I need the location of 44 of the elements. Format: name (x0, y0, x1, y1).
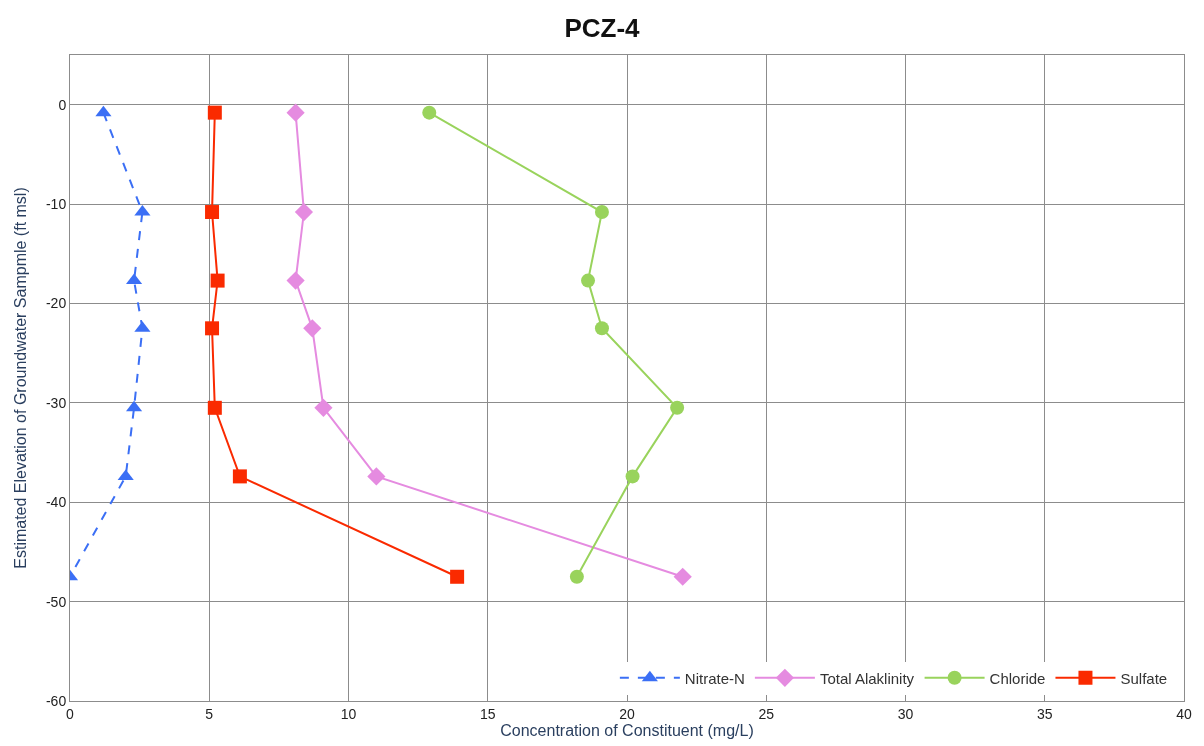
x-tick-label: 35 (1036, 705, 1053, 722)
y-tick-label: -50 (45, 593, 67, 610)
point (594, 205, 609, 220)
x-tick-label: 40 (1176, 705, 1192, 722)
x-tick-label: 30 (897, 705, 914, 722)
point (286, 271, 305, 290)
point (286, 103, 305, 122)
point (210, 273, 225, 288)
point (581, 273, 596, 288)
y-tick-label: -40 (45, 494, 67, 511)
x-tick-label: 25 (758, 705, 775, 722)
x-tick-label: 10 (340, 705, 357, 722)
point (294, 202, 314, 222)
point (314, 398, 333, 417)
point (207, 105, 222, 120)
y-tick-label: -10 (45, 195, 67, 212)
x-axis-title: Concentration of Constituent (mg/L) (500, 721, 754, 739)
point (232, 469, 247, 484)
legend-label: Sulfate (1120, 669, 1168, 687)
point (569, 569, 584, 584)
y-tick-label: -60 (45, 692, 67, 709)
y-axis-title: Estimated Elevation of Groundwater Sampmle (ft msl) (11, 187, 29, 569)
y-tick-label: -20 (45, 295, 67, 312)
point (95, 105, 112, 117)
point (205, 205, 220, 220)
x-tick-label: 15 (479, 705, 496, 722)
y-tick-label: -30 (45, 394, 67, 411)
point (625, 469, 640, 484)
point (450, 569, 465, 584)
legend-label: Total Alaklinity (819, 669, 915, 687)
y-tick-label: 0 (58, 96, 67, 113)
point (422, 105, 437, 120)
point (367, 467, 386, 486)
point (205, 321, 220, 336)
point (594, 321, 609, 336)
x-tick-label: 5 (205, 705, 214, 722)
point (207, 400, 222, 415)
x-tick-label: 20 (619, 705, 635, 722)
point (303, 319, 322, 338)
point (673, 567, 692, 586)
chart-title: PCZ-4 (564, 12, 641, 43)
legend-label: Nitrate-N (684, 669, 745, 687)
legend-label: Chloride (989, 669, 1046, 687)
point (670, 400, 685, 415)
